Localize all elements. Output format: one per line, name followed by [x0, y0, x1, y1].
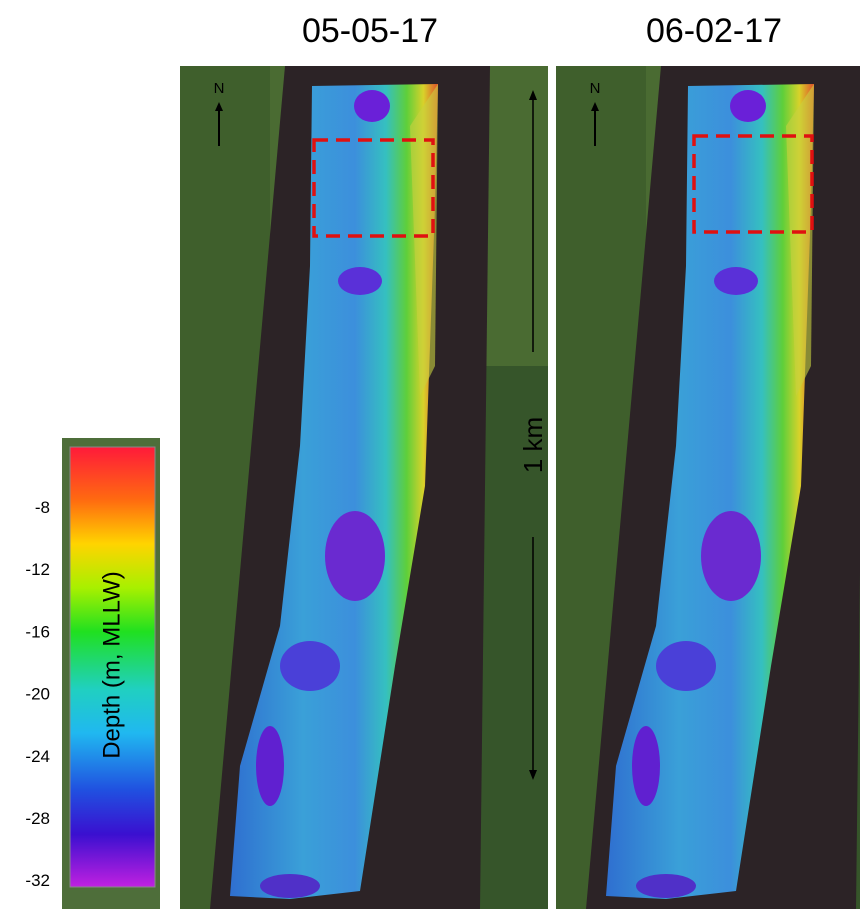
panel-date: 06-02-17	[646, 12, 782, 50]
colorbar-label: Depth (m, MLLW)	[98, 571, 125, 759]
north-label: N	[590, 80, 601, 97]
highlight-box	[312, 138, 435, 238]
colorbar-tick-label: -12	[25, 560, 50, 579]
colorbar-tick-label: -16	[25, 622, 50, 641]
north-label: N	[214, 80, 225, 97]
colorbar-tick-label: -32	[25, 871, 50, 890]
panel-date: 05-05-17	[302, 12, 438, 50]
highlight-box	[692, 134, 814, 234]
colorbar: Depth (m, MLLW) -8 -12 -16 -20 -24 -28 -32	[25, 438, 160, 909]
colorbar-tick-label: -8	[35, 498, 50, 517]
colorbar-tick-label: -24	[25, 747, 50, 766]
scale-label: 1 km	[518, 417, 548, 473]
scale-bar: 1 km	[518, 90, 548, 780]
colorbar-tick-label: -28	[25, 809, 50, 828]
map-panel	[180, 66, 548, 909]
colorbar-tick-label: -20	[25, 685, 50, 704]
map-panel	[556, 66, 860, 909]
